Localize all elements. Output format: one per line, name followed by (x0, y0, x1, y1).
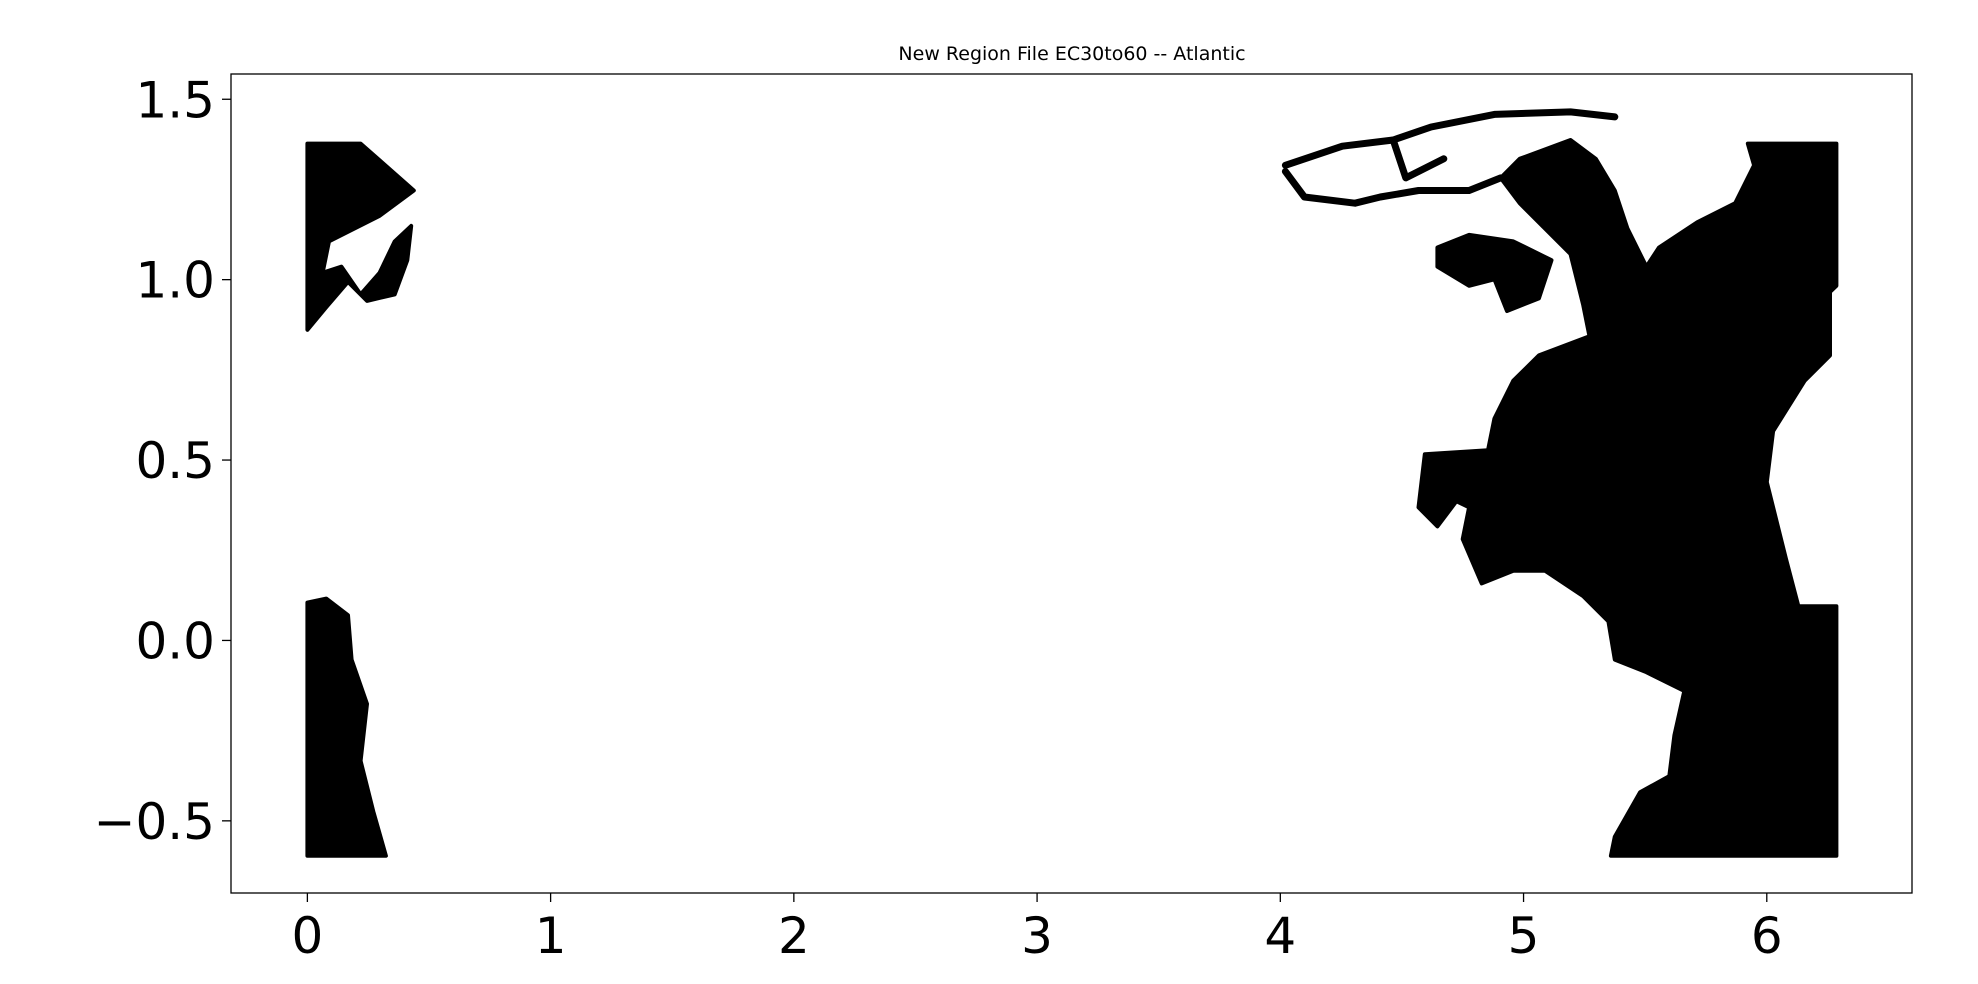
plot-frame (230, 73, 1913, 894)
region-0 (305, 141, 416, 332)
y-tick-label: 0.5 (135, 432, 215, 490)
y-tick-label: −0.5 (94, 793, 215, 851)
y-tick-label: 0.0 (135, 612, 215, 670)
x-axis: 0 1 2 3 4 5 6 (291, 893, 1783, 965)
region-2 (1416, 138, 1839, 858)
strand-4 (1281, 108, 1619, 169)
x-tick-label: 5 (1508, 907, 1540, 965)
strand-6 (1389, 136, 1448, 182)
y-tick-label: 1.5 (135, 71, 215, 129)
x-tick-label: 6 (1751, 907, 1783, 965)
x-tick-label: 2 (778, 907, 810, 965)
x-tick-label: 1 (535, 907, 567, 965)
strand-5 (1281, 167, 1505, 207)
y-tick-label: 1.0 (135, 252, 215, 310)
region-3 (1435, 232, 1554, 313)
x-tick-label: 0 (291, 907, 323, 965)
y-axis: −0.5 0.0 0.5 1.0 1.5 (94, 71, 231, 851)
data-regions (305, 108, 1839, 858)
region-1 (305, 596, 388, 858)
x-tick-label: 3 (1021, 907, 1053, 965)
x-tick-label: 4 (1264, 907, 1296, 965)
chart-title: New Region File EC30to60 -- Atlantic (898, 43, 1245, 65)
